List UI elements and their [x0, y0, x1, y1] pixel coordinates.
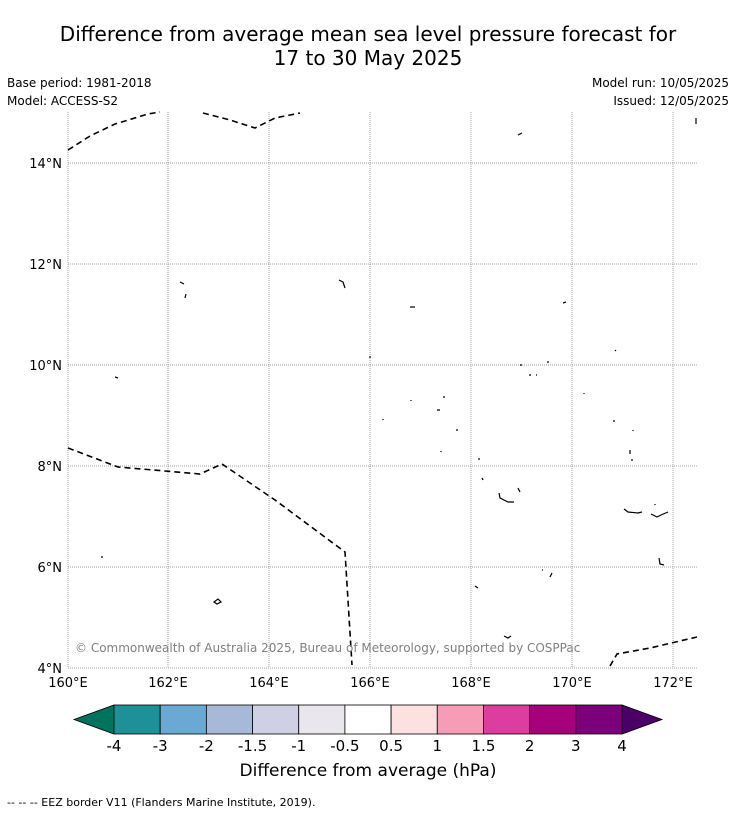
colorbar-tick-label: 0.5 — [379, 737, 403, 755]
eez-border-north-mid — [202, 112, 301, 129]
island-outline — [481, 477, 521, 503]
lat-tick-label: 6°N — [38, 561, 63, 576]
lat-tick-label: 10°N — [29, 359, 62, 374]
colorbar-segment — [344, 704, 392, 735]
axis-ticks: 160°E 162°E 164°E 166°E 168°E 170°E 172°E 14°N 1… — [29, 157, 693, 691]
colorbar-under-arrow — [72, 704, 115, 735]
colorbar-tick-label: 3 — [571, 737, 581, 755]
map-title-line1: Difference from average mean sea level p… — [59, 22, 677, 46]
island-outline — [562, 301, 567, 304]
island-outline — [613, 420, 634, 461]
lon-tick-label: 160°E — [48, 676, 88, 691]
island-outline — [517, 132, 523, 136]
colorbar-tick-label: 1.5 — [472, 737, 496, 755]
colorbar-segment — [390, 704, 438, 735]
colorbar-title: Difference from average (hPa) — [239, 761, 497, 781]
eez-border-southeast — [609, 636, 698, 667]
colorbar-segment — [159, 704, 207, 735]
island-outline — [212, 585, 479, 605]
lat-tick-label: 12°N — [29, 258, 62, 273]
lat-tick-label: 14°N — [29, 157, 62, 172]
colorbar-segment — [205, 704, 253, 735]
island-outline — [338, 279, 346, 289]
lat-tick-label: 4°N — [38, 662, 63, 677]
colorbar-segment — [575, 704, 623, 735]
lon-tick-label: 162°E — [148, 676, 188, 691]
eez-border-north — [67, 111, 161, 151]
colorbar-tick-label: -1.5 — [238, 737, 267, 755]
map-title-line2: 17 to 30 May 2025 — [273, 46, 463, 70]
island-outline — [382, 396, 445, 420]
island-outline — [503, 635, 512, 639]
colorbar-over-arrow — [621, 704, 664, 735]
colorbar-tick-label: -0.5 — [330, 737, 359, 755]
meta-left: Base period: 1981-2018 Model: ACCESS-S2 — [7, 74, 152, 110]
island-outline — [542, 569, 553, 578]
colorbar-tick-label: 4 — [617, 737, 627, 755]
island-outline — [520, 361, 549, 376]
copyright-notice: © Commonwealth of Australia 2025, Bureau… — [75, 641, 581, 655]
colorbar-tick-label: -1 — [291, 737, 306, 755]
colorbar-segment — [436, 704, 484, 735]
colorbar: -4 -3 -2 -1.5 -1 -0.5 0.5 1 1.5 2 3 4 — [72, 704, 664, 755]
model-name: Model: ACCESS-S2 — [7, 94, 119, 108]
colorbar-tick-label: -3 — [153, 737, 168, 755]
island-outline — [658, 557, 665, 566]
lon-tick-label: 164°E — [249, 676, 289, 691]
graticule — [67, 112, 698, 669]
lat-tick-label: 8°N — [38, 460, 63, 475]
colorbar-tick-label: 2 — [525, 737, 535, 755]
island-outlines — [101, 118, 697, 639]
colorbar-segment — [298, 704, 346, 735]
colorbar-tick-label: -4 — [107, 737, 122, 755]
model-run: Model run: 10/05/2025 — [591, 76, 729, 90]
map-title: Difference from average mean sea level p… — [0, 22, 736, 70]
lon-tick-label: 172°E — [653, 676, 693, 691]
colorbar-segment — [252, 704, 300, 735]
island-outline — [440, 429, 480, 460]
colorbar-tick-label: -2 — [199, 737, 214, 755]
eez-legend-note: -- -- -- EEZ border V11 (Flanders Marine… — [7, 796, 316, 809]
meta-right: Model run: 10/05/2025 Issued: 12/05/2025 — [592, 74, 729, 110]
colorbar-tick-label: 1 — [432, 737, 442, 755]
base-period: Base period: 1981-2018 — [7, 76, 152, 90]
eez-border-lines — [67, 111, 698, 667]
lon-tick-label: 168°E — [451, 676, 491, 691]
island-outline — [623, 504, 669, 518]
eez-border-west — [67, 447, 353, 666]
colorbar-segment — [483, 704, 531, 735]
island-outline — [114, 376, 119, 379]
issued-date: Issued: 12/05/2025 — [613, 94, 729, 108]
island-outline — [179, 281, 187, 299]
lon-tick-label: 170°E — [552, 676, 592, 691]
colorbar-segment — [113, 704, 161, 735]
lon-tick-label: 166°E — [350, 676, 390, 691]
colorbar-segment — [529, 704, 577, 735]
island-outline — [583, 349, 617, 394]
